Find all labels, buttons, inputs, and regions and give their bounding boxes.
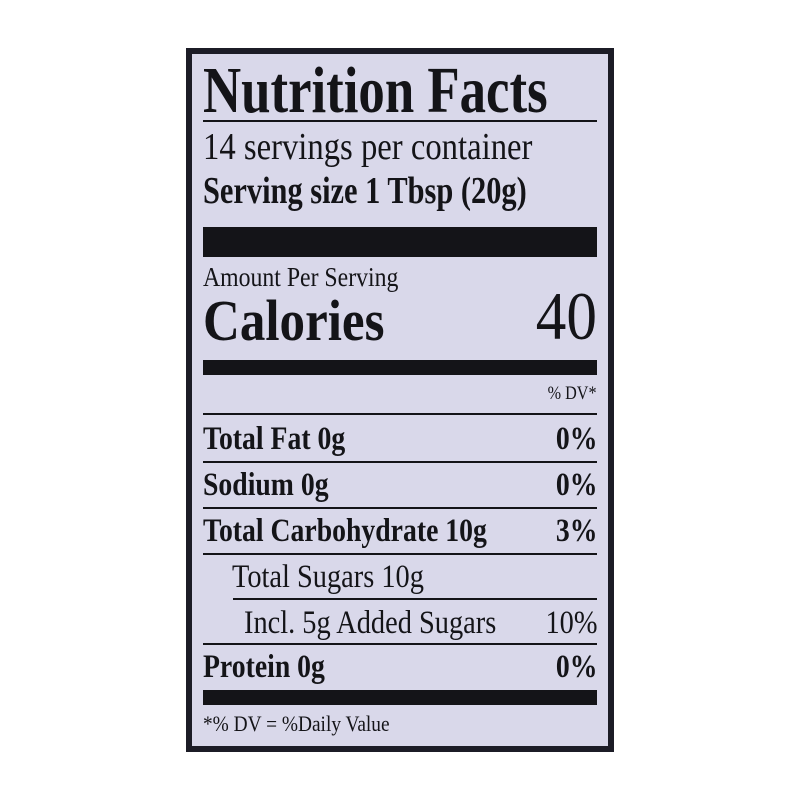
- divider: [233, 598, 597, 600]
- nutrient-dv: 10%: [544, 605, 597, 641]
- nutrient-name: Sodium 0g: [203, 467, 329, 503]
- servings-per-container: 14 servings per container: [203, 126, 533, 168]
- medium-bar: [203, 360, 597, 375]
- amount-per-serving: Amount Per Serving: [203, 262, 399, 292]
- nutrient-name: Incl. 5g Added Sugars: [244, 605, 497, 641]
- calories-value: 40: [535, 278, 597, 354]
- nutrient-dv: 0%: [555, 421, 597, 457]
- label-title: Nutrition Facts: [203, 54, 548, 127]
- divider: [203, 507, 597, 509]
- divider: [203, 553, 597, 555]
- divider: [203, 461, 597, 463]
- divider: [203, 120, 597, 122]
- divider: [203, 643, 597, 645]
- nutrient-dv: 0%: [555, 467, 597, 503]
- medium-bar: [203, 690, 597, 705]
- calories-label: Calories: [203, 288, 385, 353]
- footnote: *% DV = %Daily Value: [203, 711, 390, 736]
- nutrient-name: Total Fat 0g: [203, 421, 346, 457]
- divider: [203, 413, 597, 415]
- nutrition-label: [192, 54, 608, 746]
- nutrient-name: Protein 0g: [203, 649, 325, 685]
- nutrient-dv: 0%: [555, 649, 597, 685]
- thick-bar: [203, 227, 597, 257]
- serving-size: Serving size 1 Tbsp (20g): [203, 170, 527, 212]
- nutrient-dv: 3%: [555, 513, 597, 549]
- nutrient-name: Total Sugars 10g: [232, 559, 424, 595]
- dv-header: % DV*: [548, 383, 597, 404]
- nutrient-name: Total Carbohydrate 10g: [203, 513, 487, 549]
